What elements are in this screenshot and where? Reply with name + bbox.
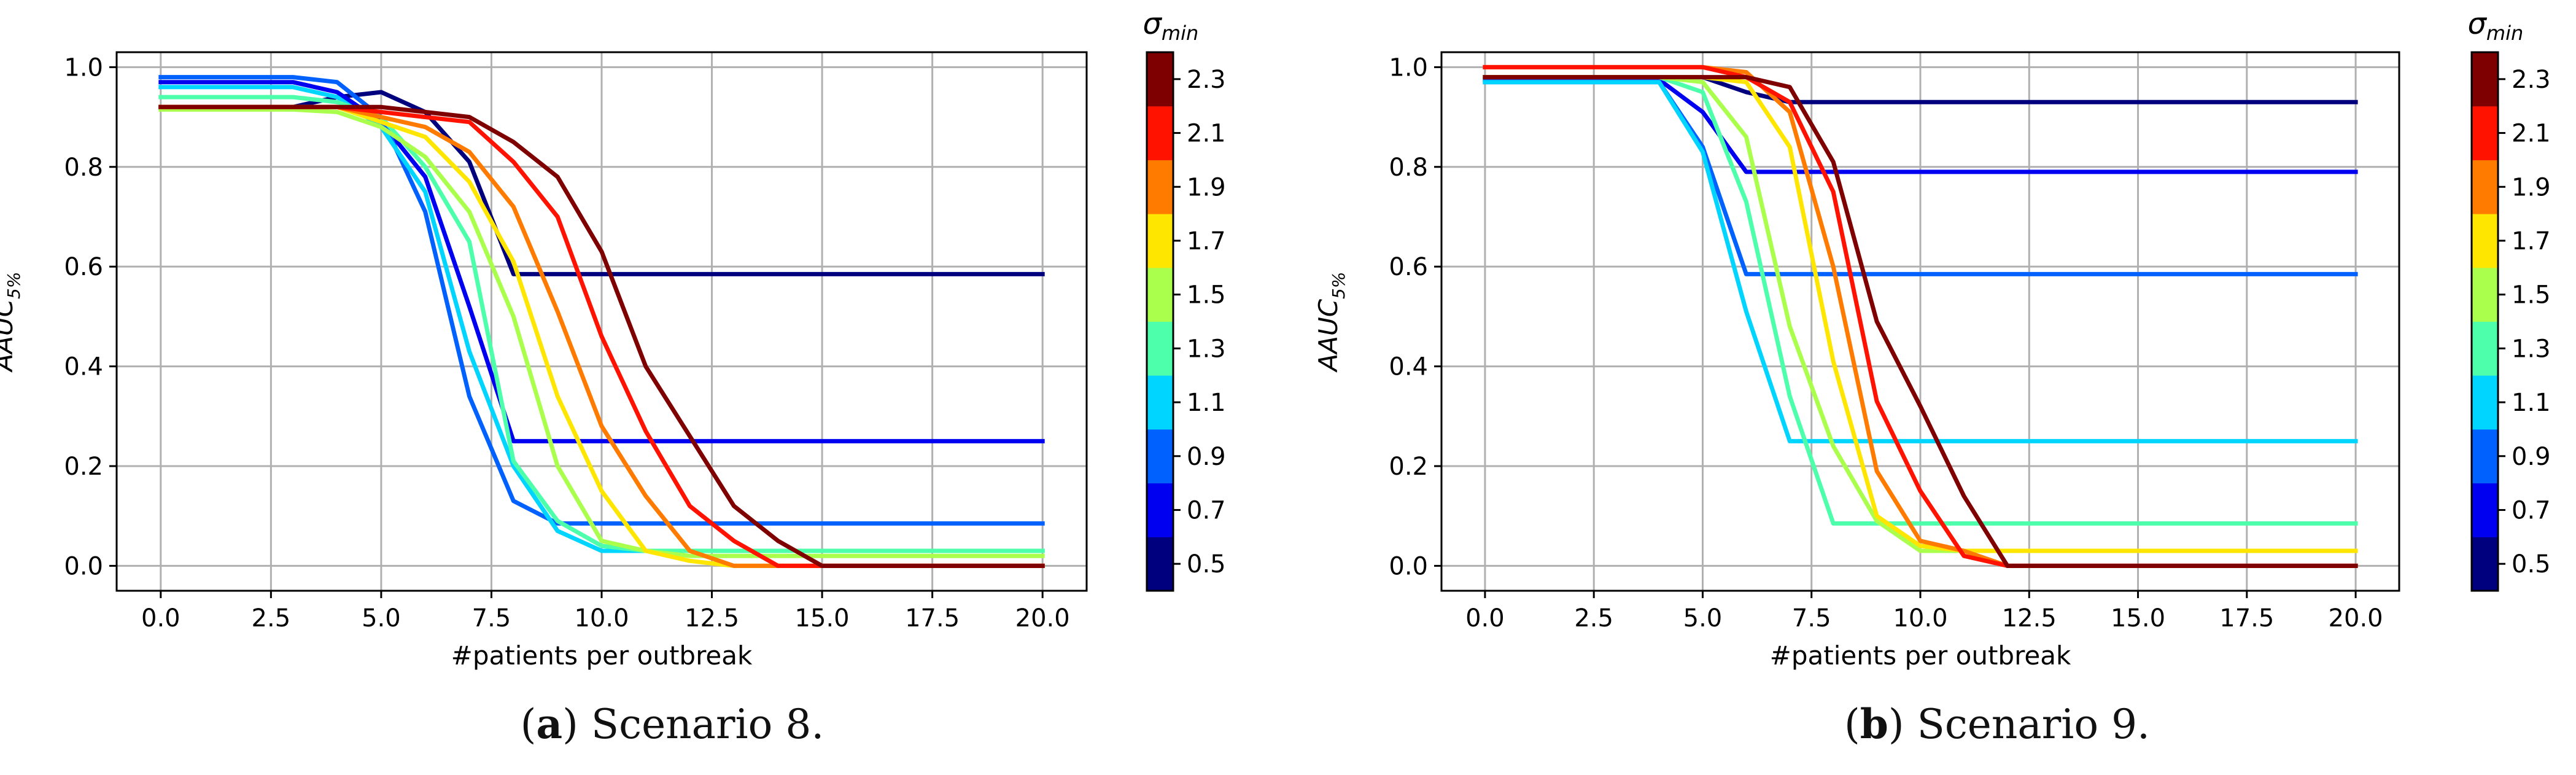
y-tick-label: 0.2 [64,453,103,481]
colorbar-tick-label: 1.5 [1187,281,1226,310]
x-tick-label: 17.5 [905,604,960,633]
x-tick-label: 5.0 [1683,604,1723,633]
x-tick-label: 10.0 [1893,604,1947,633]
colorbar-title: σmin [1143,7,1199,45]
colorbar-tick-label: 1.3 [1187,335,1226,363]
y-tick-label: 0.6 [1389,253,1428,281]
colorbar-band [2472,375,2498,430]
series-line-sigma-1-3 [158,95,1045,553]
colorbar-tick-label: 1.1 [2512,389,2551,417]
x-tick-label: 10.0 [574,604,629,633]
colorbar-band [2472,160,2498,214]
chart-panel-b: 0.0 2.5 5.0 7.5 10.0 12.5 15.0 17.5 20.0 0.0 0.2 0.… [1313,51,2400,671]
colorbar-band [2472,267,2498,322]
colorbar-tick-label: 0.5 [2512,550,2551,578]
caption-b: (b) Scenario 9. [1844,700,2151,748]
series-line-sigma-1-1 [1483,80,2358,443]
series-line-sigma-0-7 [1483,77,2358,174]
x-tick-label: 20.0 [1015,604,1070,633]
colorbar-tick-label: 0.7 [2512,496,2551,524]
colorbar-tick-label: 1.7 [1187,227,1226,255]
colorbar-band [2472,106,2498,160]
series-line-sigma-2-3 [1483,75,2358,568]
colorbar-band [2472,537,2498,591]
y-tick-label: 0.6 [64,253,103,281]
x-tick-label: 0.0 [141,604,180,633]
y-tick-label: 0.4 [1389,353,1428,381]
colorbar-band [2472,321,2498,376]
x-tick-label: 15.0 [795,604,850,633]
colorbar-band [1147,537,1173,591]
plot-frame [115,51,1088,592]
colorbar-band [1147,267,1173,322]
colorbar-band [1147,321,1173,376]
colorbar-frame [2470,51,2499,592]
series-line-sigma-0-9 [158,75,1045,526]
colorbar-tick-label: 2.1 [2512,120,2551,148]
series-line-sigma-2-3 [158,104,1045,568]
x-tick-label: 7.5 [472,604,511,633]
colorbar-band [1147,483,1173,537]
colorbar-band [1147,375,1173,430]
x-tick-label: 12.5 [685,604,739,633]
colorbar-tick-label: 1.9 [2512,173,2551,201]
caption-a: (a) Scenario 8. [520,700,824,748]
colorbar-tick-label: 2.1 [1187,120,1226,148]
colorbar-band [1147,429,1173,484]
colorbar-tick-label: 1.7 [2512,227,2551,255]
x-axis-label: #patients per outbreak [451,641,753,671]
colorbar-tick-label: 0.9 [2512,443,2551,471]
x-tick-label: 2.5 [252,604,291,633]
colorbar-band [2472,429,2498,484]
colorbar-tick-label: 1.9 [1187,173,1226,201]
y-tick-label: 0.0 [64,552,103,580]
y-axis-label: AAUC5% [1313,272,1349,373]
colorbar-frame [1146,51,1174,592]
x-axis-label: #patients per outbreak [1770,641,2071,671]
x-tick-label: 0.0 [1465,604,1505,633]
series-line-sigma-0-7 [158,80,1045,443]
x-tick-label: 17.5 [2219,604,2274,633]
colorbar-band [2472,214,2498,268]
colorbar-title: σmin [2468,7,2524,45]
chart-panel-a: 0.0 2.5 5.0 7.5 10.0 12.5 15.0 17.5 20.0 0.0 0.2 0.… [0,51,1088,671]
x-tick-label: 5.0 [362,604,401,633]
x-tick-label: 12.5 [2002,604,2057,633]
colorbar-tick-label: 2.3 [1187,66,1226,94]
colorbar-tick-label: 1.5 [2512,281,2551,310]
colorbar-band [1147,52,1173,107]
y-axis-label: AAUC5% [0,272,24,373]
colorbar-band [2472,483,2498,537]
colorbar-band [2472,52,2498,107]
plot-frame [1440,51,2400,592]
series-line-sigma-1-5 [158,107,1045,558]
y-tick-label: 1.0 [64,53,103,82]
colorbar-tick-label: 0.9 [1187,443,1226,471]
colorbar-a: 0.5 0.7 0.9 1.1 1.3 1.5 1.7 1.9 2.1 2.3 σmin [1143,7,1226,592]
colorbar-band [1147,214,1173,268]
y-tick-label: 0.4 [64,353,103,381]
x-tick-label: 2.5 [1574,604,1613,633]
x-tick-label: 15.0 [2111,604,2165,633]
colorbar-b: 0.5 0.7 0.9 1.1 1.3 1.5 1.7 1.9 2.1 2.3 σmin [2468,7,2551,592]
y-tick-label: 0.8 [64,154,103,182]
colorbar-tick-label: 2.3 [2512,66,2551,94]
x-tick-label: 20.0 [2329,604,2383,633]
colorbar-tick-label: 0.5 [1187,550,1226,578]
y-tick-label: 0.2 [1389,453,1428,481]
x-tick-label: 7.5 [1792,604,1831,633]
colorbar-tick-label: 0.7 [1187,496,1226,524]
colorbar-tick-label: 1.3 [2512,335,2551,363]
series-line-sigma-0-5 [158,90,1045,276]
colorbar-band [1147,106,1173,160]
y-tick-label: 1.0 [1389,53,1428,82]
colorbar-tick-label: 1.1 [1187,389,1226,417]
y-tick-label: 0.0 [1389,552,1428,580]
colorbar-band [1147,160,1173,214]
y-tick-label: 0.8 [1389,154,1428,182]
